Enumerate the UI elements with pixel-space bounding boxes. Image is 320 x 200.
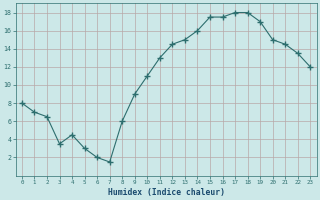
X-axis label: Humidex (Indice chaleur): Humidex (Indice chaleur) <box>108 188 225 197</box>
